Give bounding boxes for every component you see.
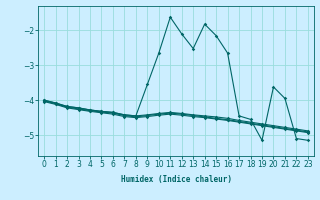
X-axis label: Humidex (Indice chaleur): Humidex (Indice chaleur) xyxy=(121,175,231,184)
